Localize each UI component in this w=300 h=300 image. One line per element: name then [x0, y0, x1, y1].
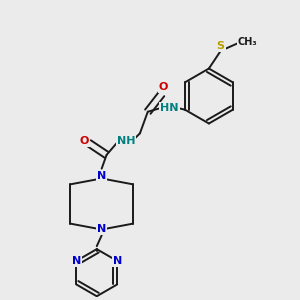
Text: NH: NH: [117, 136, 136, 146]
Text: S: S: [217, 41, 225, 51]
Text: CH₃: CH₃: [237, 37, 257, 47]
Text: O: O: [159, 82, 168, 92]
Text: N: N: [72, 256, 81, 266]
Text: N: N: [97, 224, 106, 235]
Text: N: N: [97, 172, 106, 182]
Text: N: N: [112, 256, 122, 266]
Text: O: O: [79, 136, 89, 146]
Text: HN: HN: [160, 103, 178, 113]
